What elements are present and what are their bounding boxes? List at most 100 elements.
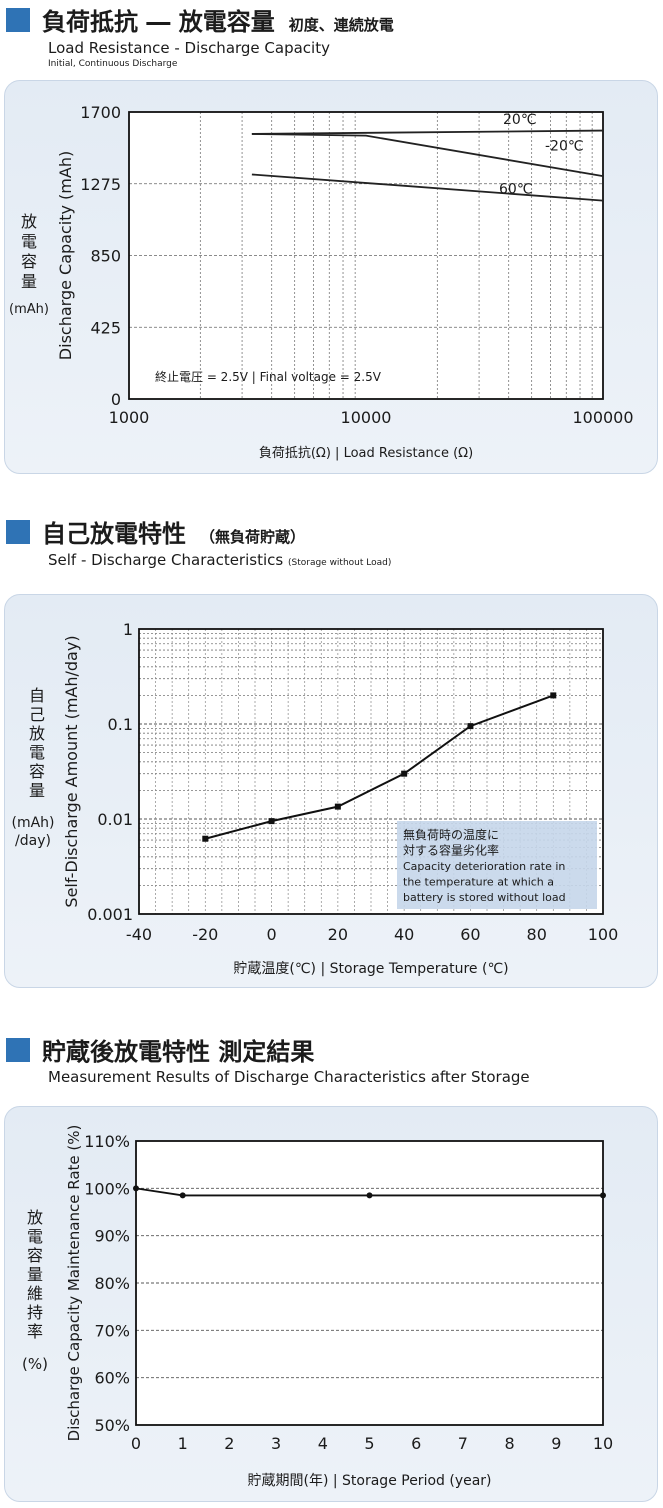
x-tick-label: 4 [318, 1434, 328, 1453]
section-2-title-en-text: Self - Discharge Characteristics [48, 551, 284, 569]
section-marker-icon [6, 1038, 30, 1062]
y-tick-label: 1 [123, 620, 133, 639]
x-tick-label: 0 [266, 925, 276, 944]
data-point [401, 770, 408, 777]
x-tick-label: 5 [364, 1434, 374, 1453]
y-tick-label: 0.001 [87, 905, 133, 924]
x-axis-label: 貯蔵温度(℃) | Storage Temperature (℃) [233, 961, 508, 977]
y-axis-label-jp-char: 容 [29, 762, 45, 781]
y-axis-label-jp-char: 電 [29, 743, 45, 762]
chart-1-panel: 0 425 850 1275 1700 1000 10000 100000 負荷抵抗(Ω) | … [4, 80, 658, 474]
y-axis-label-jp-char: 己 [29, 705, 45, 724]
x-tick-label: 8 [505, 1434, 515, 1453]
annotation-line: Capacity deterioration rate in [403, 860, 565, 873]
y-axis-label-jp-char: 自 [29, 686, 45, 705]
y-axis-label-jp-char: 放 [29, 724, 45, 743]
x-tick-label: -40 [126, 925, 152, 944]
section-1-title-en: Load Resistance - Discharge Capacity [48, 39, 330, 57]
y-tick-label: 850 [90, 247, 121, 266]
data-point [600, 1192, 606, 1199]
x-tick-label: 100 [588, 925, 619, 944]
x-tick-label: 60 [460, 925, 480, 944]
plot-frame [138, 628, 604, 915]
annotation-box [397, 821, 597, 909]
y-axis-label-jp-char: 容 [27, 1246, 43, 1265]
y-tick-label: 100% [84, 1179, 130, 1198]
section-2-subtitle-jp: （無負荷貯蔵） [200, 528, 306, 546]
y-axis-label-en: Self-Discharge Amount (mAh/day) [62, 635, 81, 907]
y-tick-label: 1275 [80, 175, 121, 194]
x-tick-label: 3 [271, 1434, 281, 1453]
series-line [251, 129, 604, 135]
annotation-line: 対する容量劣化率 [403, 843, 499, 858]
self-discharge-chart: 0.001 0.01 0.1 1 -40 -20 0 20 40 60 80 100 貯蔵温度(℃) |… [11, 620, 619, 977]
y-axis-label-jp-char: 容 [21, 252, 37, 271]
y-axis-label-jp-char: 持 [27, 1303, 43, 1322]
x-axis-label: 貯蔵期間(年) | Storage Period (year) [247, 1473, 491, 1489]
series-label: 60℃ [499, 182, 533, 198]
x-tick-label: 7 [458, 1434, 468, 1453]
data-point [334, 803, 341, 810]
series-label: -20℃ [545, 139, 584, 155]
data-point [179, 1192, 186, 1199]
data-point [550, 692, 557, 699]
x-tick-label: 10000 [341, 408, 392, 427]
y-tick-label: 110% [84, 1132, 130, 1151]
x-tick-label: 9 [551, 1434, 561, 1453]
y-axis-label-jp-char: 維 [27, 1284, 43, 1303]
data-point [366, 1192, 373, 1199]
section-1-title-jp: 負荷抵抗 ― 放電容量 初度、連続放電 [42, 2, 394, 37]
y-tick-label: 425 [90, 318, 121, 337]
section-marker-icon [6, 8, 30, 32]
data-point [268, 818, 275, 825]
x-tick-label: 2 [224, 1434, 234, 1453]
y-tick-label: 0.1 [108, 715, 133, 734]
x-tick-label: 0 [131, 1434, 141, 1453]
y-axis-label-jp-char: 放 [21, 212, 37, 231]
y-axis-unit: (mAh) [9, 302, 49, 317]
y-tick-label: 0 [111, 390, 121, 409]
y-axis-label-jp-char: 量 [27, 1265, 43, 1284]
storage-period-chart: 50% 60% 70% 80% 90% 100% 110% 0 1 2 3 4 5 6 7 8 9 10 貯蔵期間(… [22, 1125, 613, 1489]
plot-annotation: 終止電圧 = 2.5V | Final voltage = 2.5V [155, 369, 382, 384]
x-tick-label: 6 [411, 1434, 421, 1453]
series-line [205, 694, 554, 840]
plot-frame [135, 1140, 604, 1426]
series-label: 20℃ [503, 112, 537, 128]
x-tick-label: 100000 [572, 408, 633, 427]
section-2-title-jp-text: 自己放電特性 [42, 520, 186, 548]
section-3-title-en: Measurement Results of Discharge Charact… [48, 1068, 530, 1086]
y-axis-label-jp-char: 電 [21, 232, 37, 251]
x-tick-label: 1000 [109, 408, 150, 427]
y-tick-label: 80% [94, 1274, 130, 1293]
x-tick-label: 10 [593, 1434, 613, 1453]
x-tick-label: 40 [394, 925, 414, 944]
section-2-title-en: Self - Discharge Characteristics (Storag… [48, 551, 391, 569]
x-tick-label: 80 [527, 925, 547, 944]
y-axis-label-jp-char: 量 [21, 272, 37, 291]
section-marker-icon [6, 520, 30, 544]
data-point [467, 723, 474, 730]
load-resistance-chart: 0 425 850 1275 1700 1000 10000 100000 負荷抵抗(Ω) | … [9, 103, 634, 461]
section-1-header: 負荷抵抗 ― 放電容量 初度、連続放電 Load Resistance - Dis… [6, 2, 656, 72]
section-3-header: 貯蔵後放電特性 測定結果 Measurement Results of Disc… [6, 1032, 656, 1092]
annotation-line: 無負荷時の温度に [403, 827, 499, 842]
y-tick-label: 70% [94, 1321, 130, 1340]
section-1-subtitle-jp: 初度、連続放電 [288, 16, 394, 34]
y-axis-label-jp-char: 電 [27, 1227, 43, 1246]
section-2-title-jp: 自己放電特性 （無負荷貯蔵） [42, 514, 305, 549]
series-line [251, 173, 604, 202]
section-1-subtitle-en: Initial, Continuous Discharge [48, 59, 178, 69]
x-tick-label: -20 [192, 925, 218, 944]
y-axis-label-jp-char: 率 [27, 1322, 43, 1341]
annotation-line: the temperature at which a [403, 876, 554, 889]
data-point [202, 835, 209, 842]
y-axis-label-en: Discharge Capacity Maintenance Rate (%) [65, 1125, 83, 1442]
chart-3-panel: 50% 60% 70% 80% 90% 100% 110% 0 1 2 3 4 5 6 7 8 9 10 貯蔵期間(… [4, 1106, 658, 1502]
x-tick-label: 1 [178, 1434, 188, 1453]
series-line [251, 133, 604, 178]
section-1-title-jp-text: 負荷抵抗 ― 放電容量 [42, 8, 275, 36]
section-2-subtitle-en: (Storage without Load) [287, 558, 392, 568]
x-axis-label: 負荷抵抗(Ω) | Load Resistance (Ω) [259, 446, 473, 461]
chart-2-panel: 0.001 0.01 0.1 1 -40 -20 0 20 40 60 80 100 貯蔵温度(℃) |… [4, 594, 658, 988]
